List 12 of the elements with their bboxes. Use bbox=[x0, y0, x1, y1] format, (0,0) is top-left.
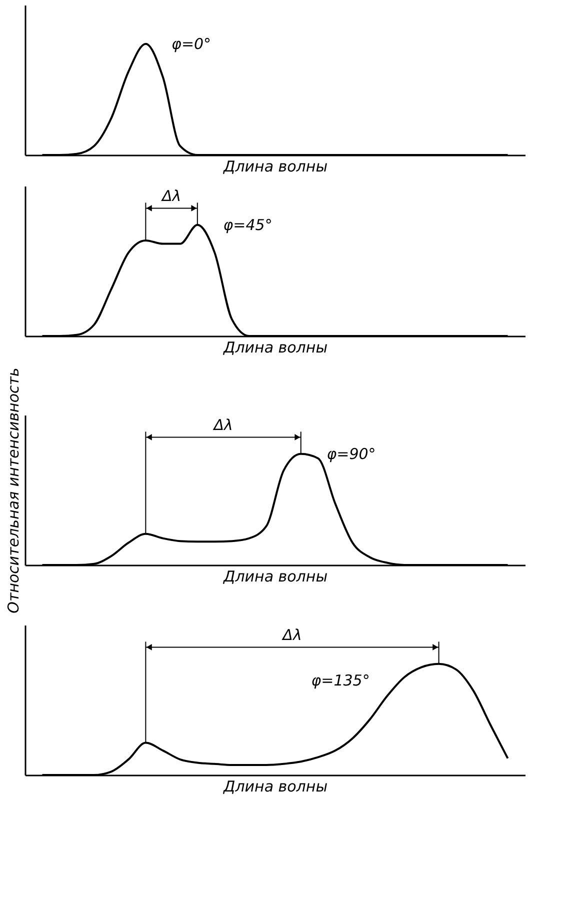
x-axis-title: Длина волны bbox=[222, 158, 328, 176]
x-axis-title: Длина волны bbox=[222, 568, 328, 586]
annotation: φ=135° bbox=[311, 672, 370, 690]
x-axis-title: Длина волны bbox=[222, 778, 328, 796]
annotation: φ=45° bbox=[223, 216, 272, 234]
text: Δλ bbox=[160, 186, 182, 205]
annotation: φ=90° bbox=[326, 444, 376, 463]
text: Δλ bbox=[212, 416, 233, 434]
x-axis-title: Длина волны bbox=[222, 338, 328, 356]
y-axis-title: Относительная интенсивность bbox=[4, 368, 22, 614]
annotation: φ=0° bbox=[172, 34, 212, 53]
text: Δλ bbox=[282, 626, 302, 644]
